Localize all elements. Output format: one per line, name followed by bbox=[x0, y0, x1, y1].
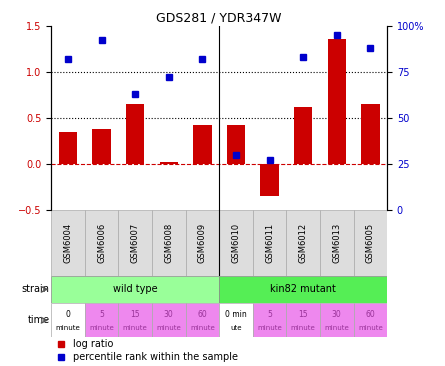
FancyBboxPatch shape bbox=[287, 303, 320, 337]
FancyBboxPatch shape bbox=[219, 210, 253, 276]
Text: GSM6010: GSM6010 bbox=[231, 223, 240, 263]
Text: GSM6012: GSM6012 bbox=[299, 223, 307, 263]
Text: minute: minute bbox=[358, 325, 383, 331]
Text: GSM6009: GSM6009 bbox=[198, 223, 207, 263]
Text: minute: minute bbox=[190, 325, 215, 331]
Text: 30: 30 bbox=[164, 310, 174, 318]
Text: GSM6011: GSM6011 bbox=[265, 223, 274, 263]
Text: minute: minute bbox=[291, 325, 316, 331]
Text: GSM6013: GSM6013 bbox=[332, 223, 341, 263]
FancyBboxPatch shape bbox=[320, 210, 353, 276]
FancyBboxPatch shape bbox=[152, 303, 186, 337]
Text: minute: minute bbox=[324, 325, 349, 331]
Text: 5: 5 bbox=[267, 310, 272, 318]
Text: minute: minute bbox=[56, 325, 81, 331]
Bar bbox=[260, 164, 279, 196]
FancyBboxPatch shape bbox=[51, 303, 85, 337]
FancyBboxPatch shape bbox=[253, 210, 287, 276]
Title: GDS281 / YDR347W: GDS281 / YDR347W bbox=[156, 11, 282, 25]
FancyBboxPatch shape bbox=[51, 276, 219, 303]
Text: kin82 mutant: kin82 mutant bbox=[270, 284, 336, 294]
FancyBboxPatch shape bbox=[152, 210, 186, 276]
FancyBboxPatch shape bbox=[118, 210, 152, 276]
Bar bbox=[159, 162, 178, 164]
Text: 60: 60 bbox=[365, 310, 375, 318]
FancyBboxPatch shape bbox=[320, 303, 353, 337]
FancyBboxPatch shape bbox=[186, 210, 219, 276]
FancyBboxPatch shape bbox=[85, 303, 118, 337]
FancyBboxPatch shape bbox=[219, 276, 387, 303]
Text: 5: 5 bbox=[99, 310, 104, 318]
Text: minute: minute bbox=[156, 325, 181, 331]
Text: strain: strain bbox=[21, 284, 49, 294]
Bar bbox=[328, 40, 346, 164]
Bar bbox=[361, 104, 380, 164]
Bar bbox=[126, 104, 145, 164]
Bar bbox=[193, 125, 212, 164]
Text: ute: ute bbox=[230, 325, 242, 331]
Text: GSM6006: GSM6006 bbox=[97, 223, 106, 263]
FancyBboxPatch shape bbox=[51, 210, 85, 276]
Text: GSM6007: GSM6007 bbox=[131, 223, 140, 263]
Bar bbox=[294, 107, 312, 164]
Text: minute: minute bbox=[123, 325, 148, 331]
Text: minute: minute bbox=[257, 325, 282, 331]
FancyBboxPatch shape bbox=[353, 210, 387, 276]
Text: 60: 60 bbox=[198, 310, 207, 318]
Text: GSM6004: GSM6004 bbox=[64, 223, 73, 263]
FancyBboxPatch shape bbox=[219, 303, 253, 337]
Text: 0: 0 bbox=[65, 310, 70, 318]
FancyBboxPatch shape bbox=[253, 303, 287, 337]
Text: log ratio: log ratio bbox=[73, 339, 113, 348]
Text: wild type: wild type bbox=[113, 284, 158, 294]
Text: percentile rank within the sample: percentile rank within the sample bbox=[73, 352, 238, 362]
Text: GSM6005: GSM6005 bbox=[366, 223, 375, 263]
FancyBboxPatch shape bbox=[353, 303, 387, 337]
Text: 15: 15 bbox=[130, 310, 140, 318]
FancyBboxPatch shape bbox=[85, 210, 118, 276]
Text: minute: minute bbox=[89, 325, 114, 331]
FancyBboxPatch shape bbox=[186, 303, 219, 337]
FancyBboxPatch shape bbox=[287, 210, 320, 276]
Text: 0 min: 0 min bbox=[225, 310, 247, 318]
Text: GSM6008: GSM6008 bbox=[164, 223, 173, 263]
Bar bbox=[92, 129, 111, 164]
Text: 30: 30 bbox=[332, 310, 342, 318]
Text: 15: 15 bbox=[298, 310, 308, 318]
Bar bbox=[227, 125, 245, 164]
Bar bbox=[59, 131, 77, 164]
Text: time: time bbox=[28, 315, 49, 325]
FancyBboxPatch shape bbox=[118, 303, 152, 337]
